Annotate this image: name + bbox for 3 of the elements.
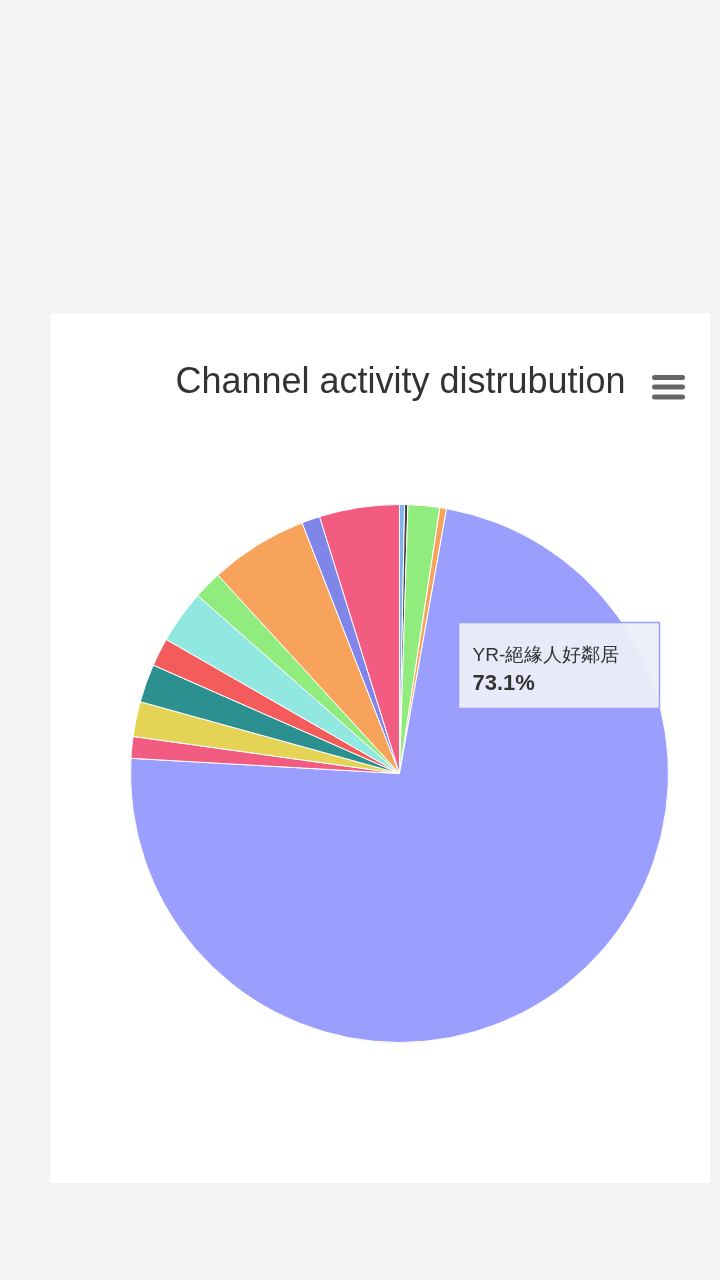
- chart-title: Channel activity distrubution: [175, 360, 626, 401]
- data-label: 73.1%: [472, 670, 535, 695]
- slice-label: YR-絕緣人好鄰居: [472, 644, 620, 665]
